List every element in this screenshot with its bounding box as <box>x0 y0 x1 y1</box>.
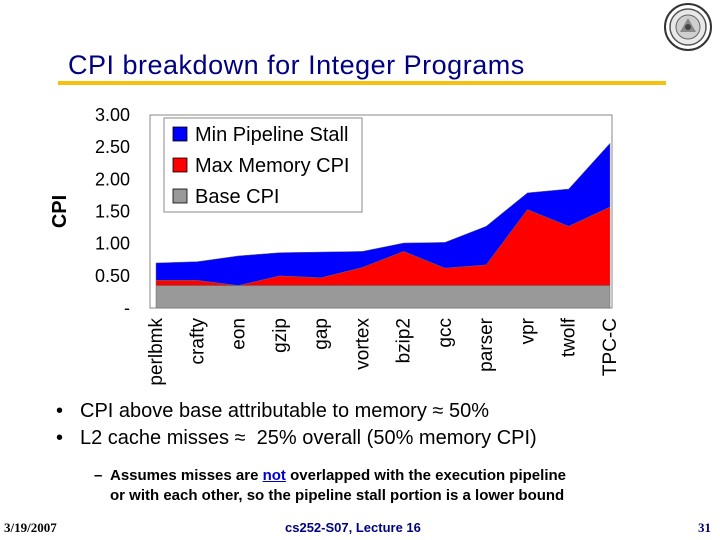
footer-date: 3/19/2007 <box>4 520 57 535</box>
bullet-marker: • <box>56 400 64 422</box>
sub-bullet-line-1: – Assumes misses are not overlapped with … <box>94 466 694 486</box>
y-tick-label: 1.50 <box>95 202 130 222</box>
bullet-1-symbol: ≈ <box>432 400 444 422</box>
y-tick-label: 1.00 <box>95 234 130 254</box>
y-tick-label: 0.50 <box>95 266 130 286</box>
sub-bullet-before: Assumes misses are <box>110 467 263 484</box>
x-category-label: bzip2 <box>394 318 415 363</box>
x-category-label: eon <box>229 318 250 350</box>
x-category-label: vortex <box>352 318 373 370</box>
cpi-stacked-area-chart: - 0.50 1.00 1.50 2.00 2.50 3.00 CPI perlbmk craft… <box>49 105 621 386</box>
bullet-1-before: CPI above base attributable to memory <box>80 400 433 422</box>
y-axis-title: CPI <box>49 195 71 228</box>
x-category-label: perlbmk <box>146 318 167 386</box>
sub-bullet-after: overlapped with the execution pipeline <box>285 467 566 484</box>
bullet-marker: • <box>56 427 64 449</box>
slide-title: CPI breakdown for Integer Programs <box>68 50 525 80</box>
x-category-label: gcc <box>435 318 456 348</box>
university-seal-icon <box>664 3 712 51</box>
bullet-item: • CPI above base attributable to memory … <box>56 400 537 423</box>
legend-label: Max Memory CPI <box>195 155 349 177</box>
legend-swatch <box>172 188 188 204</box>
bullet-2-symbol: ≈ <box>234 427 246 449</box>
footer-course: cs252-S07, Lecture 16 <box>285 520 421 535</box>
y-tick-label: 2.50 <box>95 137 130 157</box>
area-base-cpi <box>155 285 611 309</box>
bullet-2-after: 25% overall (50% memory CPI) <box>245 427 537 449</box>
x-category-label: gzip <box>270 318 291 353</box>
title-underline <box>58 81 666 85</box>
x-category-label: twolf <box>559 317 580 357</box>
x-category-label: TPC-C <box>600 318 621 376</box>
legend-label: Base CPI <box>195 186 279 208</box>
x-category-label: gap <box>311 318 332 350</box>
sub-bullet-line-2: or with each other, so the pipeline stal… <box>110 487 565 504</box>
sub-bullet-emphasis: not <box>262 467 286 484</box>
footer-page-number: 31 <box>698 520 711 535</box>
sub-bullet-dash: – <box>94 467 103 484</box>
legend-swatch <box>172 126 188 142</box>
bullet-text-2: L2 cache misses ≈ 25% overall (50% memor… <box>80 427 537 450</box>
bullet-2-before: L2 cache misses <box>80 427 235 449</box>
legend-swatch <box>172 157 188 173</box>
sub-bullet: – Assumes misses are not overlapped with … <box>94 466 694 506</box>
y-tick-label: - <box>124 298 130 318</box>
y-tick-label: 3.00 <box>95 105 130 125</box>
x-category-label: crafty <box>187 318 208 365</box>
legend-box <box>163 117 363 213</box>
bullet-item: • L2 cache misses ≈ 25% overall (50% mem… <box>56 427 537 450</box>
bullet-1-after: 50% <box>443 400 489 422</box>
y-tick-label: 2.00 <box>95 169 130 189</box>
area-min-pipeline-stall <box>155 142 611 286</box>
bullet-list: • CPI above base attributable to memory … <box>56 400 537 454</box>
legend-label: Min Pipeline Stall <box>195 124 348 146</box>
bullet-text-1: CPI above base attributable to memory ≈ … <box>80 400 489 423</box>
x-category-label: vpr <box>517 317 538 344</box>
x-category-label: parser <box>476 317 497 372</box>
